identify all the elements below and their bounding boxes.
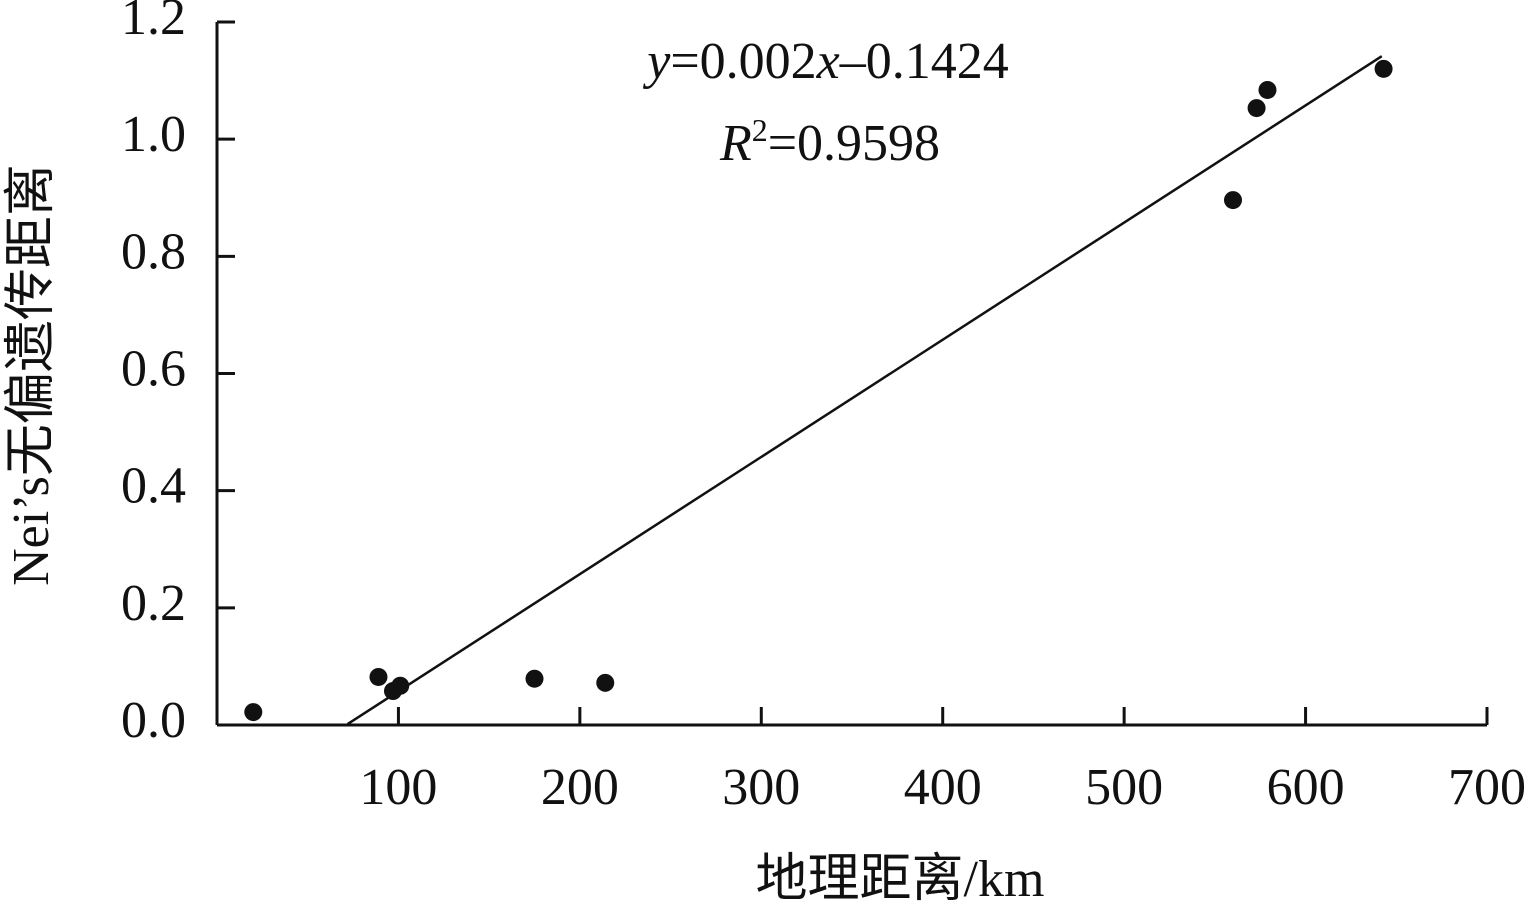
r-squared-part: =0.9598 [768,115,940,172]
x-tick-label: 200 [541,759,619,816]
r-squared: R2=0.9598 [719,112,940,172]
y-tick-label: 0.2 [121,575,186,632]
point [596,673,615,692]
equation-part: x [816,33,840,90]
y-axis-title: Nei’s无偏遗传距离 [3,164,60,586]
y-tick-label: 0.8 [121,223,186,280]
x-axis-title: 地理距离/km [756,851,1045,908]
x-tick-label: 500 [1085,759,1163,816]
equation: y=0.002x–0.1424 [642,33,1009,90]
equation-part: y [642,33,671,90]
point [1247,99,1266,118]
y-tick-label: 0.6 [121,340,186,397]
x-tick-label: 100 [359,759,437,816]
point [525,669,544,688]
y-tick-label: 0.4 [121,458,186,515]
equation-part: =0.002 [670,33,816,90]
x-tick-label: 300 [722,759,800,816]
trendline [346,55,1383,726]
point [1258,80,1277,99]
r-squared-part: 2 [752,112,768,148]
y-tick-label: 1.2 [121,0,186,46]
x-tick-label: 600 [1267,759,1345,816]
point [369,667,388,686]
x-tick-label: 400 [904,759,982,816]
point [244,703,263,722]
x-tick-label: 700 [1448,759,1526,816]
point [1224,191,1242,210]
y-tick-label: 0.0 [121,692,186,749]
r-squared-part: R [719,115,752,172]
point [391,676,410,695]
equation-part: –0.1424 [839,33,1009,90]
y-tick-label: 1.0 [121,106,186,163]
point [1374,59,1393,78]
